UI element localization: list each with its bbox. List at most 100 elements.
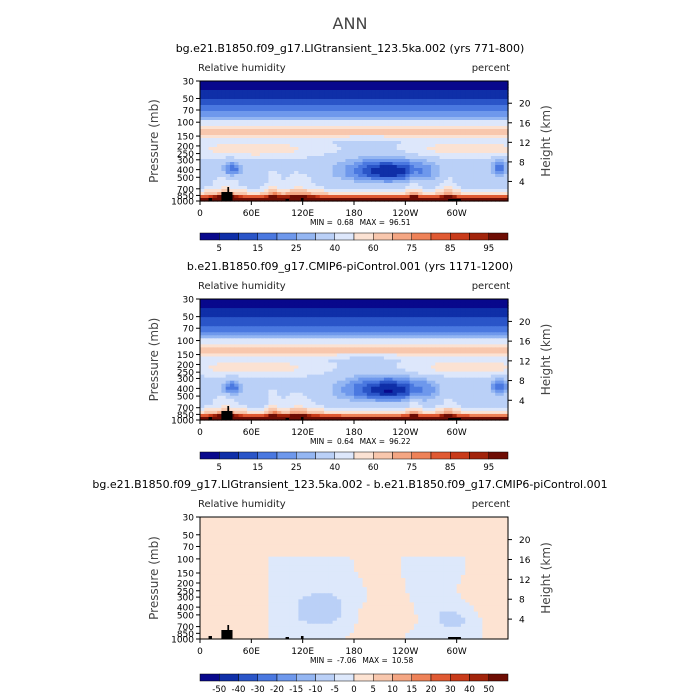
heatmap-cell [285, 168, 291, 172]
heatmap-cell [366, 81, 372, 85]
heatmap-cell [277, 332, 282, 336]
heatmap-cell [306, 299, 312, 303]
heatmap-cell [439, 308, 445, 312]
heatmap-cell [332, 192, 338, 196]
heatmap-cell [324, 368, 329, 373]
heatmap-cell [229, 135, 235, 139]
heatmap-cell [259, 347, 265, 352]
heatmap-cell [349, 168, 355, 172]
heatmap-cell [272, 111, 278, 115]
heatmap-cell [452, 93, 458, 97]
heatmap-cell [208, 87, 214, 91]
heatmap-cell [341, 144, 347, 148]
heatmap-cell [448, 102, 453, 106]
heatmap-cell [439, 371, 445, 376]
heatmap-cell [251, 302, 257, 306]
heatmap-cell [208, 362, 214, 367]
heatmap-cell [204, 326, 210, 330]
heatmap-cell [448, 305, 453, 309]
heatmap-cell [439, 183, 445, 187]
heatmap-cell [392, 329, 398, 333]
heatmap-cell [336, 365, 342, 370]
heatmap-cell [255, 138, 261, 142]
heatmap-cell [268, 365, 274, 370]
heatmap-cell [268, 171, 274, 175]
heatmap-cell [456, 87, 462, 91]
heatmap-cell [358, 162, 364, 166]
heatmap-cell [478, 120, 483, 124]
heatmap-cell [200, 84, 205, 88]
heatmap-cell [268, 311, 274, 315]
heatmap-cell [319, 320, 325, 324]
heatmap-cell [456, 335, 462, 339]
max-value: 96.51 [389, 218, 411, 227]
heatmap-cell [341, 183, 347, 187]
heatmap-cell [336, 317, 342, 321]
heatmap-cell [354, 302, 359, 306]
heatmap-cell [383, 171, 389, 175]
heatmap-cell [452, 165, 458, 169]
heatmap-cell [306, 96, 312, 100]
heatmap-cell [473, 168, 479, 172]
heatmap-cell [495, 341, 501, 345]
heatmap-cell [448, 195, 453, 199]
heatmap-cell [221, 129, 227, 133]
heatmap-cell [392, 308, 398, 312]
heatmap-cell [229, 156, 235, 160]
heatmap-cell [345, 347, 351, 352]
heatmap-cell [401, 186, 406, 190]
heatmap-cell [298, 377, 304, 382]
heatmap-cell [285, 93, 291, 97]
heatmap-cell [401, 165, 406, 169]
heatmap-cell [328, 347, 334, 352]
heatmap-cell [435, 96, 441, 100]
heatmap-cell [229, 314, 235, 318]
heatmap-cell [409, 171, 415, 175]
heatmap-cell [242, 186, 248, 190]
heatmap-cell [503, 371, 509, 376]
heatmap-cell [302, 156, 308, 160]
heatmap-cell [285, 159, 291, 163]
heatmap-cell [277, 368, 282, 373]
heatmap-cell [285, 192, 291, 196]
heatmap-cell [229, 344, 235, 348]
heatmap-cell [268, 111, 274, 115]
heatmap-cell [473, 177, 479, 181]
heatmap-cell [460, 305, 466, 309]
heatmap-cell [229, 317, 235, 321]
heatmap-cell [294, 138, 299, 142]
heatmap-cell [302, 320, 308, 324]
heatmap-cell [482, 108, 488, 112]
heatmap-cell [285, 171, 291, 175]
heatmap-cell [324, 341, 329, 345]
heatmap-cell [478, 171, 483, 175]
heatmap-cell [298, 359, 304, 364]
heatmap-cell [242, 84, 248, 88]
heatmap-cell [396, 332, 402, 336]
heatmap-cell [306, 326, 312, 330]
heatmap-cell [212, 341, 218, 345]
heatmap-cell [200, 311, 205, 315]
heatmap-cell [294, 105, 299, 109]
heatmap-cell [242, 320, 248, 324]
heatmap-cell [388, 198, 394, 202]
heatmap-cell [289, 123, 295, 127]
heatmap-cell [285, 299, 291, 303]
heatmap-cell [229, 165, 235, 169]
heatmap-cell [452, 87, 458, 91]
heatmap-cell [259, 108, 265, 112]
y-tick-label: 300 [177, 156, 194, 166]
heatmap-cell [456, 344, 462, 348]
heatmap-cell [422, 90, 428, 94]
heatmap-cell [277, 147, 282, 151]
heatmap-cell [379, 189, 385, 193]
heatmap-cell [204, 195, 210, 199]
heatmap-cell [486, 192, 492, 196]
heatmap-cell [319, 377, 325, 382]
heatmap-cell [204, 84, 210, 88]
heatmap-cell [302, 317, 308, 321]
heatmap-cell [212, 371, 218, 376]
heatmap-cell [426, 168, 432, 172]
heatmap-cell [379, 171, 385, 175]
heatmap-cell [426, 162, 432, 166]
